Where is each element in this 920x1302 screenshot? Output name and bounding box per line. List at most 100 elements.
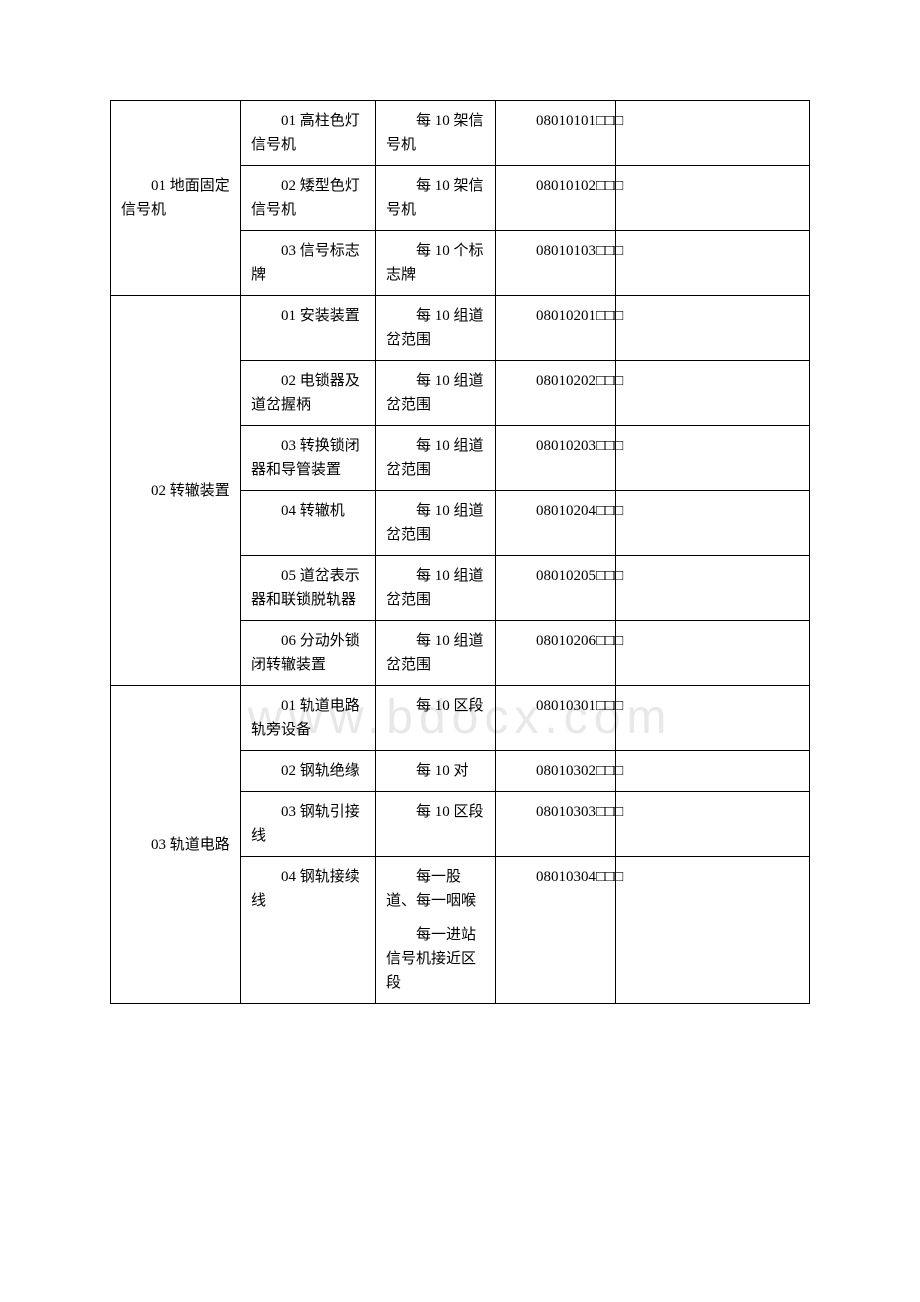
unit-text: 每 10 组道岔范围 — [386, 499, 485, 547]
item-name-cell: 01 轨道电路轨旁设备 — [241, 686, 376, 750]
item-name: 02 矮型色灯信号机 — [251, 174, 365, 222]
item-name: 02 钢轨绝缘 — [251, 759, 365, 783]
remark-cell — [616, 231, 809, 295]
item-name: 01 轨道电路轨旁设备 — [251, 694, 365, 742]
unit-cell: 每 10 组道岔范围 — [376, 556, 496, 620]
table-group: 01 地面固定信号机01 高柱色灯信号机每 10 架信号机 08010101□□□… — [111, 101, 809, 296]
item-name-cell: 04 转辙机 — [241, 491, 376, 555]
unit-text: 每 10 架信号机 — [386, 109, 485, 157]
main-table: 01 地面固定信号机01 高柱色灯信号机每 10 架信号机 08010101□□□… — [110, 100, 810, 1004]
unit-cell: 每 10 组道岔范围 — [376, 361, 496, 425]
code-text: 08010304□□□ — [506, 865, 605, 889]
remark-cell — [616, 491, 809, 555]
unit-text: 每 10 组道岔范围 — [386, 629, 485, 677]
remark-cell — [616, 686, 809, 750]
table-row: 03 转换锁闭器和导管装置每 10 组道岔范围 08010203□□□ — [241, 426, 809, 491]
group-rows: 01 轨道电路轨旁设备每 10 区段08010301□□□02 钢轨绝缘每 10… — [241, 686, 809, 1003]
item-name-cell: 03 钢轨引接线 — [241, 792, 376, 856]
unit-text: 每 10 架信号机 — [386, 174, 485, 222]
unit-text: 每 10 组道岔范围 — [386, 564, 485, 612]
code-text: 08010206□□□ — [506, 629, 605, 653]
item-name-cell: 05 道岔表示器和联锁脱轨器 — [241, 556, 376, 620]
item-name: 04 钢轨接续线 — [251, 865, 365, 913]
table-row: 02 矮型色灯信号机每 10 架信号机 08010102□□□ — [241, 166, 809, 231]
unit-text: 每一股道、每一咽喉 — [386, 865, 485, 913]
item-name: 02 电锁器及道岔握柄 — [251, 369, 365, 417]
unit-text: 每 10 组道岔范围 — [386, 304, 485, 352]
table-group: 02 转辙装置01 安装装置每 10 组道岔范围08010201□□□02 电锁… — [111, 296, 809, 686]
remark-cell — [616, 296, 809, 360]
item-name-cell: 03 信号标志牌 — [241, 231, 376, 295]
unit-cell: 每 10 对 — [376, 751, 496, 791]
code-cell: 08010304□□□ — [496, 857, 616, 1003]
code-cell: 08010206□□□ — [496, 621, 616, 685]
table-row: 01 安装装置每 10 组道岔范围08010201□□□ — [241, 296, 809, 361]
unit-cell: 每 10 区段 — [376, 792, 496, 856]
code-cell: 08010303□□□ — [496, 792, 616, 856]
unit-cell: 每一股道、每一咽喉每一进站信号机接近区段 — [376, 857, 496, 1003]
table-row: 03 信号标志牌每 10 个标志牌 08010103□□□ — [241, 231, 809, 295]
code-text: 08010101□□□ — [506, 109, 605, 133]
code-cell: 08010204□□□ — [496, 491, 616, 555]
code-cell: 08010203□□□ — [496, 426, 616, 490]
unit-cell: 每 10 组道岔范围 — [376, 621, 496, 685]
unit-text: 每 10 区段 — [386, 800, 485, 824]
unit-cell: 每 10 个标志牌 — [376, 231, 496, 295]
unit-text: 每 10 组道岔范围 — [386, 369, 485, 417]
code-text: 08010103□□□ — [506, 239, 605, 263]
remark-cell — [616, 101, 809, 165]
table-row: 02 钢轨绝缘每 10 对 08010302□□□ — [241, 751, 809, 792]
code-cell: 08010202□□□ — [496, 361, 616, 425]
item-name-cell: 01 高柱色灯信号机 — [241, 101, 376, 165]
code-cell: 08010101□□□ — [496, 101, 616, 165]
item-name-cell: 03 转换锁闭器和导管装置 — [241, 426, 376, 490]
group-rows: 01 安装装置每 10 组道岔范围08010201□□□02 电锁器及道岔握柄每… — [241, 296, 809, 685]
item-name: 03 信号标志牌 — [251, 239, 365, 287]
item-name: 01 安装装置 — [251, 304, 365, 328]
unit-text: 每 10 区段 — [386, 694, 485, 718]
remark-cell — [616, 361, 809, 425]
code-text: 08010203□□□ — [506, 434, 605, 458]
unit-text: 每 10 组道岔范围 — [386, 434, 485, 482]
code-text: 08010202□□□ — [506, 369, 605, 393]
table-row: 01 高柱色灯信号机每 10 架信号机 08010101□□□ — [241, 101, 809, 166]
unit-cell: 每 10 架信号机 — [376, 101, 496, 165]
code-cell: 08010103□□□ — [496, 231, 616, 295]
code-text: 08010205□□□ — [506, 564, 605, 588]
unit-cell: 每 10 区段 — [376, 686, 496, 750]
item-name-cell: 02 矮型色灯信号机 — [241, 166, 376, 230]
item-name: 03 转换锁闭器和导管装置 — [251, 434, 365, 482]
item-name-cell: 02 电锁器及道岔握柄 — [241, 361, 376, 425]
table-row: 03 钢轨引接线每 10 区段 08010303□□□ — [241, 792, 809, 857]
group-label: 03 轨道电路 — [121, 833, 230, 857]
group-label: 02 转辙装置 — [121, 479, 230, 503]
group-label-cell: 01 地面固定信号机 — [111, 101, 241, 295]
unit-cell: 每 10 组道岔范围 — [376, 426, 496, 490]
unit-text: 每 10 对 — [386, 759, 485, 783]
remark-cell — [616, 166, 809, 230]
code-text: 08010102□□□ — [506, 174, 605, 198]
unit-cell: 每 10 架信号机 — [376, 166, 496, 230]
item-name-cell: 04 钢轨接续线 — [241, 857, 376, 1003]
item-name-cell: 01 安装装置 — [241, 296, 376, 360]
table-row: 05 道岔表示器和联锁脱轨器每 10 组道岔范围 08010205□□□ — [241, 556, 809, 621]
group-label-cell: 03 轨道电路 — [111, 686, 241, 1003]
item-name-cell: 02 钢轨绝缘 — [241, 751, 376, 791]
table-row: 02 电锁器及道岔握柄每 10 组道岔范围 08010202□□□ — [241, 361, 809, 426]
code-cell: 08010205□□□ — [496, 556, 616, 620]
table-row: 01 轨道电路轨旁设备每 10 区段 08010301□□□ — [241, 686, 809, 751]
item-name: 06 分动外锁闭转辙装置 — [251, 629, 365, 677]
item-name: 01 高柱色灯信号机 — [251, 109, 365, 157]
table-row: 06 分动外锁闭转辙装置每 10 组道岔范围 08010206□□□ — [241, 621, 809, 685]
remark-cell — [616, 792, 809, 856]
group-rows: 01 高柱色灯信号机每 10 架信号机 08010101□□□ 02 矮型色灯信号机… — [241, 101, 809, 295]
code-cell: 08010302□□□ — [496, 751, 616, 791]
item-name: 03 钢轨引接线 — [251, 800, 365, 848]
item-name: 05 道岔表示器和联锁脱轨器 — [251, 564, 365, 612]
table-group: 03 轨道电路01 轨道电路轨旁设备每 10 区段08010301□□□02 钢… — [111, 686, 809, 1003]
code-text: 08010301□□□ — [506, 694, 605, 718]
group-label-cell: 02 转辙装置 — [111, 296, 241, 685]
table-row: 04 转辙机每 10 组道岔范围08010204□□□ — [241, 491, 809, 556]
code-cell: 08010201□□□ — [496, 296, 616, 360]
unit-text: 每 10 个标志牌 — [386, 239, 485, 287]
